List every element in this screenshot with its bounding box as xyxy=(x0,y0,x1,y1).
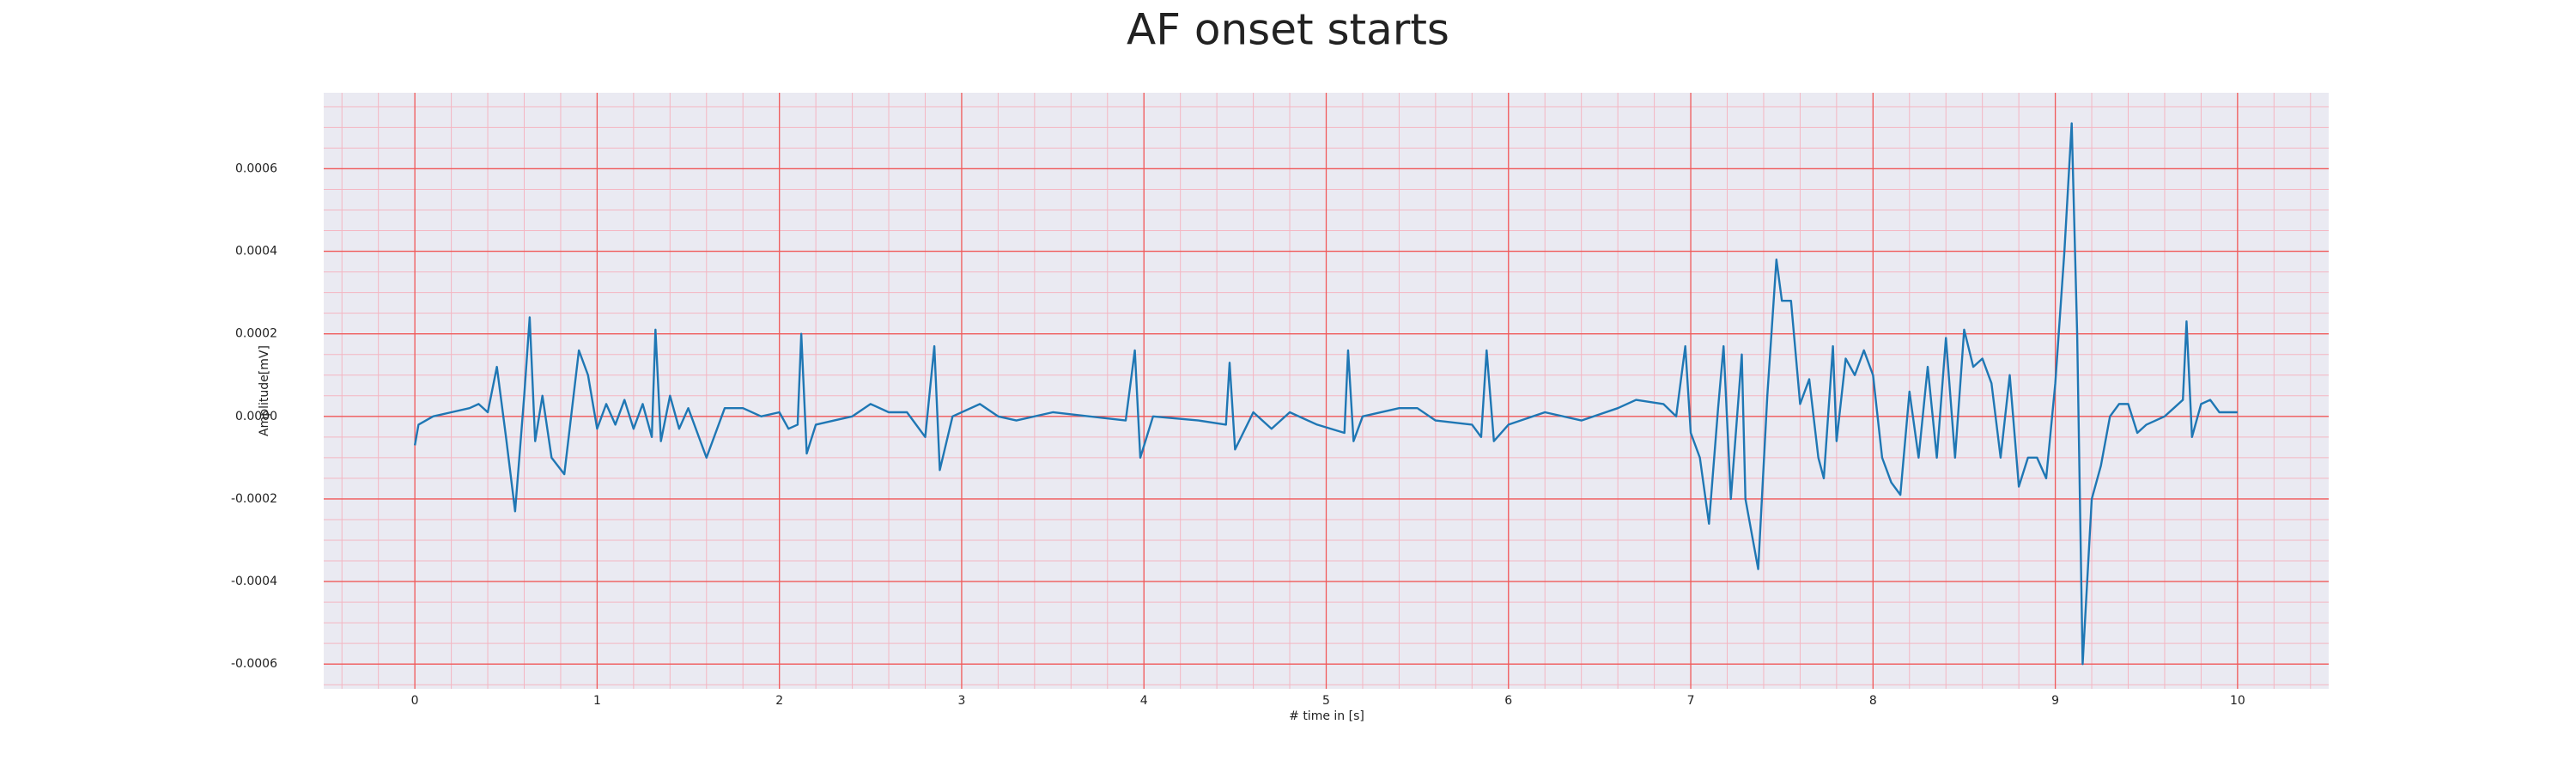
x-tick-label: 10 xyxy=(2230,694,2245,708)
x-tick-label: 7 xyxy=(1687,694,1695,708)
y-tick-label: -0.0002 xyxy=(231,492,277,506)
y-tick-label: 0.0004 xyxy=(235,245,277,259)
y-axis-label: Amplitude[mV] xyxy=(258,345,271,436)
x-tick-label: 5 xyxy=(1322,694,1330,708)
x-tick-label: 3 xyxy=(957,694,965,708)
y-tick-label: 0.0002 xyxy=(235,327,277,341)
x-tick-label: 1 xyxy=(593,694,601,708)
signal-line xyxy=(413,122,2238,666)
chart-title: AF onset starts xyxy=(1127,5,1449,55)
y-tick-label: 0.0006 xyxy=(235,161,277,175)
y-tick-label: 0.0000 xyxy=(235,410,277,423)
x-tick-label: 6 xyxy=(1504,694,1512,708)
y-tick-label: -0.0006 xyxy=(231,657,277,671)
x-tick-label: 4 xyxy=(1140,694,1148,708)
x-tick-label: 0 xyxy=(411,694,419,708)
x-tick-label: 8 xyxy=(1869,694,1877,708)
x-tick-label: 2 xyxy=(775,694,783,708)
y-tick-label: -0.0004 xyxy=(231,575,277,588)
x-tick-label: 9 xyxy=(2051,694,2059,708)
x-axis-label: # time in [s] xyxy=(1289,709,1364,723)
